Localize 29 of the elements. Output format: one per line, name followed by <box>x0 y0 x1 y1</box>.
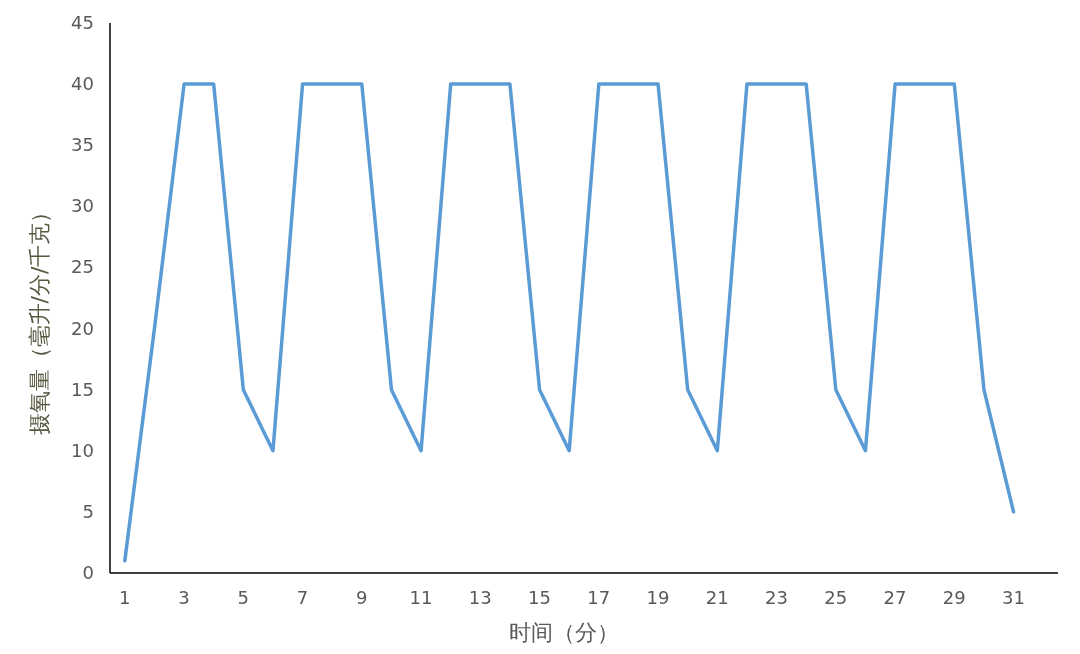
y-tick-label: 25 <box>71 256 94 278</box>
y-tick-label: 5 <box>82 500 94 522</box>
x-axis-title: 时间（分） <box>509 620 619 645</box>
x-tick-label: 21 <box>705 587 729 608</box>
x-tick-label: 3 <box>178 587 190 608</box>
y-tick-label: 0 <box>82 562 94 583</box>
x-tick-label: 9 <box>356 587 368 608</box>
x-tick-label: 15 <box>528 587 552 608</box>
y-tick-label: 35 <box>71 134 94 156</box>
x-tick-label: 31 <box>1002 587 1026 608</box>
x-tick-label: 19 <box>646 587 670 608</box>
x-tick-label: 1 <box>119 587 131 608</box>
x-tick-label: 11 <box>409 587 433 608</box>
y-tick-label: 20 <box>71 317 94 339</box>
x-tick-label: 7 <box>296 587 309 608</box>
y-tick-label: 10 <box>71 439 94 461</box>
x-tick-label: 5 <box>237 587 250 608</box>
y-tick-label: 45 <box>71 12 94 33</box>
x-tick-label: 27 <box>883 587 907 608</box>
y-axis-title: 摄氧量（毫升/分/千克） <box>27 200 52 436</box>
x-tick-label: 29 <box>942 587 966 608</box>
x-tick-label: 25 <box>824 587 848 608</box>
line-series <box>123 82 1016 563</box>
y-tick-label: 15 <box>71 378 94 400</box>
y-tick-label: 30 <box>71 195 94 217</box>
x-tick-label: 13 <box>468 587 492 608</box>
x-tick-label: 17 <box>587 587 611 608</box>
y-tick-label: 40 <box>71 73 94 95</box>
x-tick-label: 23 <box>765 587 789 608</box>
